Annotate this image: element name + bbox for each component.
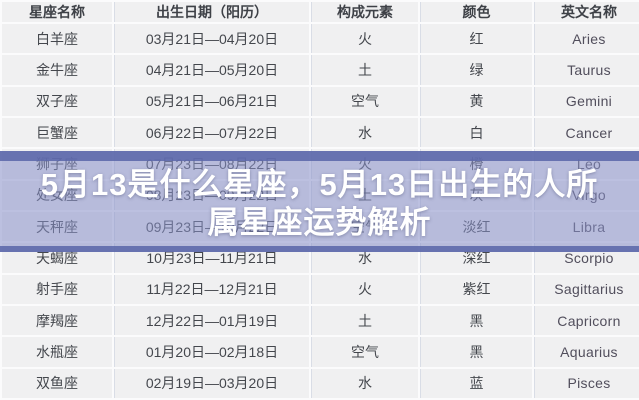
table-cell: 土 (311, 305, 418, 336)
table-row: 金牛座 04月21日—05月20日土绿 Taurus (2, 55, 639, 85)
table-row: 双鱼座 02月19日—03月20日水蓝 Pisces (2, 368, 639, 398)
table-row: 巨蟹座 06月22日—07月22日水白 Cancer (2, 117, 639, 148)
page-title-line2: 属星座运势解析 (207, 204, 432, 240)
table-row: 双子座 05月21日—06月21日 空气黄 Gemini (2, 86, 639, 116)
table-cell: 摩羯座 (2, 305, 112, 336)
table-cell-english-name: Gemini (534, 86, 639, 116)
table-cell-english-name: Cancer (534, 117, 639, 148)
column-header: 颜色 (420, 2, 532, 22)
table-cell: 05月21日—06月21日 (114, 86, 309, 116)
table-header-row: 星座名称 出生日期（阳历） 构成元素 颜色 英文名称 (2, 2, 639, 22)
table-cell-english-name: Sagittarius (534, 274, 639, 304)
table-cell-english-name: Taurus (534, 55, 639, 85)
table-cell: 空气 (311, 337, 418, 367)
table-cell: 黑 (420, 305, 532, 336)
table-cell: 白羊座 (2, 24, 112, 54)
table-cell: 火 (311, 274, 418, 304)
table-cell: 水 (311, 368, 418, 398)
table-cell: 黑 (420, 337, 532, 367)
table-cell: 11月22日—12月21日 (114, 274, 309, 304)
table-cell: 水瓶座 (2, 337, 112, 367)
table-cell: 空气 (311, 86, 418, 116)
table-cell-english-name: Aquarius (534, 337, 639, 367)
table-cell: 03月21日—04月20日 (114, 24, 309, 54)
column-header: 星座名称 (2, 2, 112, 22)
table-cell: 蓝 (420, 368, 532, 398)
column-header: 构成元素 (311, 2, 418, 22)
table-row: 射手座 11月22日—12月21日火紫红 Sagittarius (2, 274, 639, 304)
table-cell: 火 (311, 24, 418, 54)
table-cell: 04月21日—05月20日 (114, 55, 309, 85)
table-cell-english-name: Pisces (534, 368, 639, 398)
table-cell: 06月22日—07月22日 (114, 117, 309, 148)
table-cell: 红 (420, 24, 532, 54)
table-cell: 土 (311, 55, 418, 85)
table-cell: 紫红 (420, 274, 532, 304)
title-overlay: 5月13是什么星座，5月13日出生的人所 属星座运势解析 (0, 151, 639, 252)
table-cell: 金牛座 (2, 55, 112, 85)
table-cell: 双子座 (2, 86, 112, 116)
table-cell: 02月19日—03月20日 (114, 368, 309, 398)
table-cell: 射手座 (2, 274, 112, 304)
table-cell-english-name: Capricorn (534, 305, 639, 336)
table-cell: 巨蟹座 (2, 117, 112, 148)
table-cell-english-name: Aries (534, 24, 639, 54)
table-row: 水瓶座 01月20日—02月18日 空气黑 Aquarius (2, 337, 639, 367)
table-row: 白羊座 03月21日—04月20日火红 Aries (2, 24, 639, 54)
table-cell: 白 (420, 117, 532, 148)
table-cell: 12月22日—01月19日 (114, 305, 309, 336)
table-cell: 绿 (420, 55, 532, 85)
table-cell: 01月20日—02月18日 (114, 337, 309, 367)
table-cell: 双鱼座 (2, 368, 112, 398)
column-header: 英文名称 (534, 2, 639, 22)
table-row: 摩羯座 12月22日—01月19日土黑 Capricorn (2, 305, 639, 336)
page-title-line1: 5月13是什么星座，5月13日出生的人所 (40, 166, 599, 202)
table-cell: 黄 (420, 86, 532, 116)
column-header: 出生日期（阳历） (114, 2, 309, 22)
table-cell: 水 (311, 117, 418, 148)
